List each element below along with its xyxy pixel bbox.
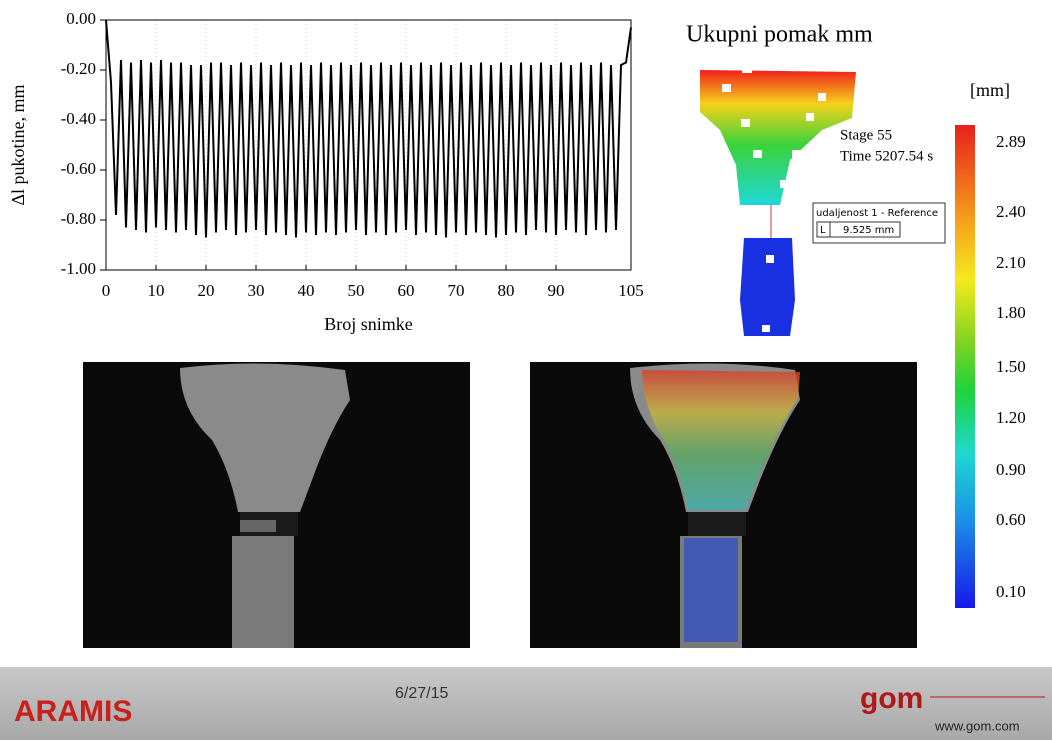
brand: ARAMIS (14, 695, 132, 728)
y-tick-label: -0.80 (61, 209, 96, 228)
y-tick-label: 0.00 (66, 9, 96, 28)
y-tick-label: -0.40 (61, 109, 96, 128)
scale-label: 1.80 (996, 303, 1026, 322)
footer-bar (0, 667, 1052, 740)
contour-title: Ukupni pomak mm (686, 22, 873, 48)
gauge-value: 9.525 mm (843, 225, 894, 236)
url: www.gom.com (934, 718, 1020, 733)
gauge-symbol: L (820, 225, 826, 236)
contour-hole (762, 325, 770, 332)
y-tick-label: -0.60 (61, 159, 96, 178)
scale-label: 0.90 (996, 460, 1026, 479)
x-tick-label: 70 (448, 281, 465, 300)
scale-label: 1.20 (996, 408, 1026, 427)
scale-label: 1.50 (996, 357, 1026, 376)
x-tick-label: 80 (498, 281, 515, 300)
time: Time 5207.54 s (840, 148, 933, 164)
plot-frame (105, 19, 632, 271)
logo: gom (860, 682, 923, 715)
contour-top (700, 70, 856, 205)
y-tick-label: -0.20 (61, 59, 96, 78)
x-tick-label: 30 (248, 281, 265, 300)
y-tick-label: -1.00 (61, 259, 96, 278)
contour-hole (766, 255, 774, 263)
scale-label: 2.89 (996, 132, 1026, 151)
x-tick-label: 0 (102, 281, 111, 300)
contour-holes (722, 68, 826, 188)
stage: Stage 55 (840, 127, 892, 143)
x-axis-label: Broj snimke (324, 314, 413, 334)
x-tick-label: 60 (398, 281, 415, 300)
gauge-box (812, 202, 946, 244)
line-chart: 0 10 20 30 40 50 60 70 80 90 105 0.00 -0.20 -0.40 -0.6… (8, 9, 644, 334)
scale-label: 2.10 (996, 253, 1026, 272)
scale-label: 0.10 (996, 582, 1026, 601)
x-tick-label: 105 (618, 281, 644, 300)
date: 6/27/15 (395, 685, 448, 702)
contour-bottom (740, 238, 795, 336)
x-tick-label: 90 (548, 281, 565, 300)
x-tick-label: 40 (298, 281, 315, 300)
x-tick-label: 50 (348, 281, 365, 300)
photo-right (530, 362, 917, 648)
scale-label: 0.60 (996, 510, 1026, 529)
gauge-cell (829, 221, 901, 238)
unit: [mm] (970, 80, 1010, 100)
data-line (105, 19, 632, 238)
x-tick-label: 20 (198, 281, 215, 300)
gauge-name: udaljenost 1 - Reference (816, 208, 938, 219)
photo-left (83, 362, 470, 648)
y-axis-label: Δl pukotine, mm (8, 84, 28, 205)
x-tick-label: 10 (148, 281, 165, 300)
colorbar (955, 125, 975, 608)
scale-label: 2.40 (996, 202, 1026, 221)
